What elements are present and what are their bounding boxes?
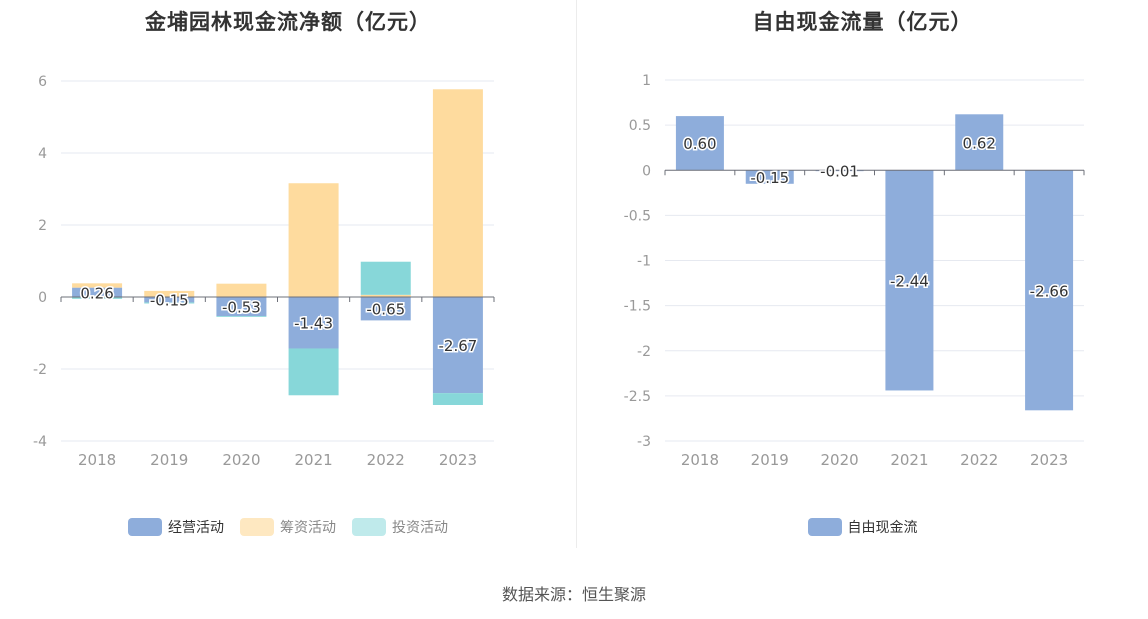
- y-tick-label: -2.5: [624, 389, 651, 405]
- legend-swatch: [807, 518, 842, 536]
- x-tick-label: 2022: [960, 451, 998, 469]
- y-tick-label: -1.5: [624, 299, 651, 315]
- data-label: -0.53: [222, 299, 261, 317]
- data-source: 数据来源：恒生聚源: [501, 585, 646, 604]
- x-tick-label: 2023: [439, 451, 477, 469]
- free-cashflow-chart-panel: 自由现金流量（亿元） 1 0.5 0 -0.5 -1 -1.5 -2 -2.5 -3 2018 20…: [577, 0, 1148, 560]
- legend-swatch: [352, 518, 386, 536]
- legend-label: 自由现金流: [847, 520, 918, 536]
- bar-series-1: [360, 294, 411, 297]
- bar-series-2: [360, 261, 411, 295]
- legend-item-financing[interactable]: 筹资活动: [240, 517, 336, 537]
- data-label: -0.15: [750, 169, 789, 187]
- chart-title: 金埔园林现金流净额（亿元）: [145, 10, 431, 34]
- data-label: 0.60: [683, 135, 716, 153]
- data-label: -0.65: [366, 301, 405, 319]
- y-tick-label: -4: [33, 434, 47, 450]
- x-tick-label: 2023: [1030, 451, 1068, 469]
- y-tick-label: 1: [642, 73, 651, 89]
- bar-series-2: [432, 393, 483, 405]
- data-label: -1.43: [294, 315, 333, 333]
- y-tick-label: 0.5: [629, 118, 651, 134]
- legend-label: 投资活动: [392, 520, 448, 536]
- bar-primary: [1025, 170, 1074, 411]
- data-label: -2.66: [1030, 282, 1069, 300]
- y-tick-label: -0.5: [624, 208, 651, 224]
- bar-primary: [885, 170, 934, 391]
- x-tick-label: 2021: [890, 451, 928, 469]
- bar-series-2: [288, 348, 339, 396]
- bar-series-1: [216, 283, 267, 297]
- bar-primary: [360, 297, 411, 321]
- x-tick-label: 2019: [150, 451, 188, 469]
- y-tick-label: -2: [637, 344, 651, 360]
- data-label: -0.01: [820, 163, 859, 181]
- data-label: -2.67: [439, 337, 478, 355]
- x-tick-label: 2021: [294, 451, 332, 469]
- bar-primary: [745, 170, 794, 184]
- bar-series-1: [432, 89, 483, 297]
- legend-item-investing[interactable]: 投资活动: [352, 517, 448, 537]
- panel-divider: [576, 0, 577, 548]
- bar-series-1: [288, 183, 339, 297]
- data-label: 0.26: [80, 284, 113, 302]
- x-tick-label: 2018: [681, 451, 719, 469]
- bar-primary: [216, 297, 267, 317]
- bar-series-2: [72, 297, 123, 299]
- bar-series-2: [144, 302, 195, 304]
- x-tick-label: 2018: [78, 451, 116, 469]
- y-tick-label: 6: [38, 74, 47, 90]
- y-tick-label: 0: [642, 163, 651, 179]
- legend-swatch: [240, 518, 274, 536]
- chart-title: 自由现金流量（亿元）: [752, 10, 973, 34]
- legend: 自由现金流: [577, 517, 1148, 537]
- legend-swatch: [128, 518, 162, 536]
- bar-primary: [288, 297, 339, 349]
- bar-series-1: [72, 283, 123, 288]
- data-label: -0.15: [150, 292, 189, 310]
- y-tick-label: 0: [38, 290, 47, 306]
- data-label: 0.62: [963, 134, 996, 152]
- cashflow-net-chart: 6 4 2 0 -2 -4 2018 2019 2020 2021 2022 2023 0.26 -0.1…: [33, 74, 495, 469]
- legend-item-free-cashflow[interactable]: 自由现金流: [807, 517, 918, 537]
- x-tick-label: 2020: [820, 451, 858, 469]
- y-tick-label: 4: [38, 146, 47, 162]
- x-tick-label: 2020: [222, 451, 260, 469]
- y-tick-label: 2: [38, 218, 47, 234]
- legend-label: 经营活动: [168, 520, 224, 536]
- legend-label: 筹资活动: [280, 520, 336, 536]
- bar-primary: [72, 287, 123, 297]
- x-tick-label: 2019: [751, 451, 789, 469]
- legend: 经营活动 筹资活动 投资活动: [0, 517, 576, 537]
- bar-series-1: [144, 290, 195, 297]
- x-tick-label: 2022: [367, 451, 405, 469]
- bar-series-2: [216, 316, 267, 317]
- y-tick-label: -1: [637, 254, 651, 270]
- y-tick-label: -3: [637, 434, 651, 450]
- bar-primary: [144, 297, 195, 303]
- bar-primary: [675, 116, 724, 171]
- free-cashflow-chart: 1 0.5 0 -0.5 -1 -1.5 -2 -2.5 -3 2018 2019 2020 2021 2…: [624, 73, 1085, 469]
- bar-primary: [432, 297, 483, 394]
- data-label: -2.44: [890, 272, 929, 290]
- legend-item-operating[interactable]: 经营活动: [128, 517, 224, 537]
- cashflow-net-chart-panel: 金埔园林现金流净额（亿元） 6 4 2 0 -2 -4 2018 2019 2020 2021 20…: [0, 0, 576, 560]
- y-tick-label: -2: [33, 362, 47, 378]
- bar-primary: [955, 114, 1004, 171]
